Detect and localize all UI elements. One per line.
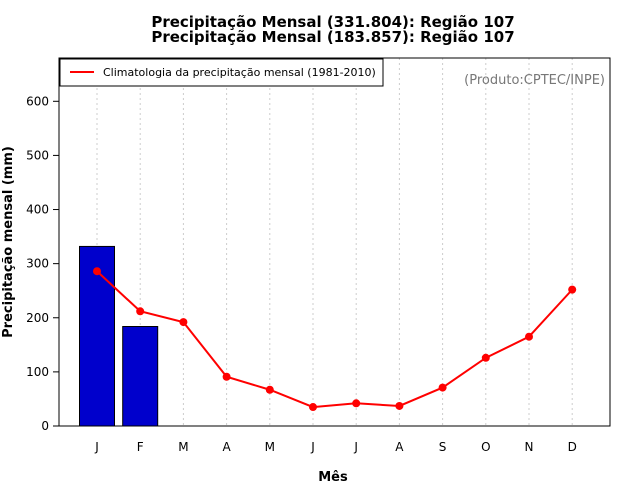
climatology-point: [525, 332, 533, 341]
legend-label: Climatologia da precipitação mensal (198…: [103, 66, 376, 79]
x-tick-label: F: [137, 440, 144, 454]
x-tick-label: N: [525, 440, 534, 454]
y-tick-label: 100: [26, 365, 49, 379]
y-tick-label: 600: [26, 94, 49, 108]
x-tick-label: O: [481, 440, 490, 454]
bar-series: [79, 245, 159, 427]
x-tick-label: J: [94, 440, 99, 454]
y-tick-label: 500: [26, 148, 49, 162]
x-tick-label: J: [310, 440, 315, 454]
climatology-point: [265, 385, 274, 394]
y-tick-label: 400: [26, 203, 49, 217]
y-tick-label: 0: [41, 419, 49, 433]
climatology-point: [352, 399, 361, 408]
climatology-point: [568, 285, 577, 294]
climatology-point: [179, 318, 188, 327]
x-tick-label: M: [265, 440, 275, 454]
y-tick-label: 200: [26, 311, 49, 325]
legend: Climatologia da precipitação mensal (198…: [59, 58, 384, 87]
grid-lines: [96, 58, 573, 426]
climatology-point: [481, 353, 490, 362]
chart-title-line-1: Precipitação Mensal (331.804): Região 10…: [151, 13, 514, 31]
x-tick-label: A: [222, 440, 231, 454]
y-axis: 0 100 200 300 400 500 600: [26, 94, 59, 433]
climatology-line: [96, 270, 573, 409]
climatology-point: [309, 403, 317, 412]
x-tick-label: A: [395, 440, 404, 454]
x-tick-label: M: [178, 440, 188, 454]
plot-area-border: [58, 57, 611, 427]
legend-box: [59, 58, 384, 87]
credit-text: (Produto:CPTEC/INPE): [464, 73, 605, 88]
y-axis-label: Precipitação mensal (mm): [1, 146, 16, 338]
climatology-point: [136, 307, 145, 316]
x-tick-label: S: [439, 440, 447, 454]
x-tick-label: D: [568, 440, 577, 454]
precipitation-bar: [122, 326, 159, 427]
x-axis-label: Mês: [318, 470, 348, 485]
climatology-point: [222, 372, 231, 381]
climatology-point: [93, 267, 101, 276]
x-tick-label: J: [353, 440, 358, 454]
climatology-point: [395, 401, 404, 410]
chart-title-line-2: Precipitação Mensal (183.857): Região 10…: [151, 28, 514, 46]
climatology-point: [438, 383, 447, 392]
climatology-series: [93, 267, 577, 412]
y-tick-label: 300: [26, 257, 49, 271]
